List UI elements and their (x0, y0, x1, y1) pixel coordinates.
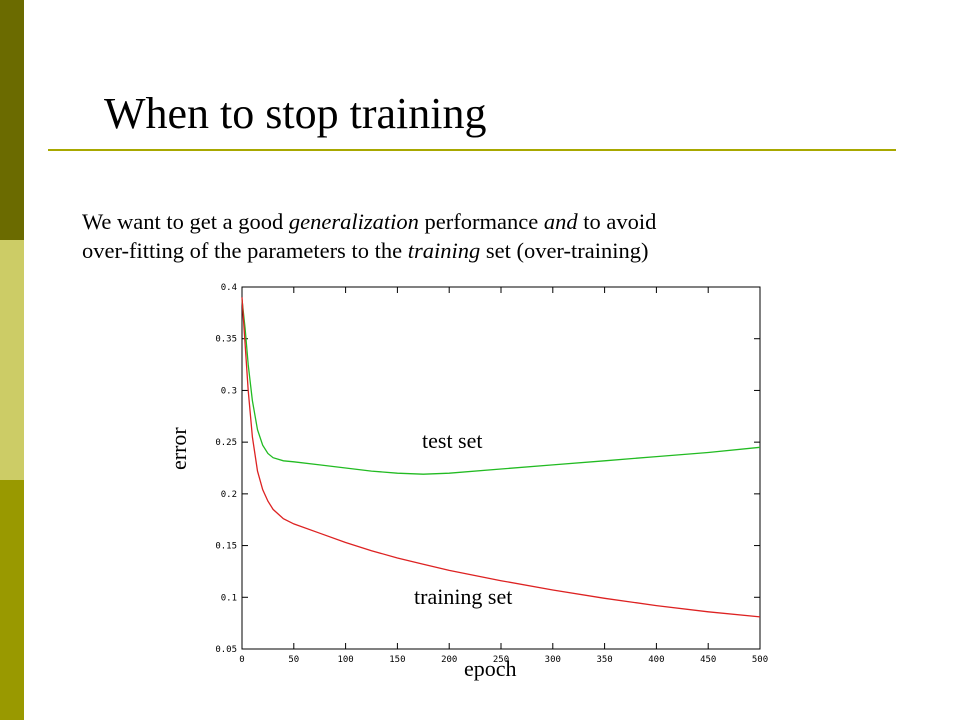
body-line2-run-1: training (407, 238, 481, 263)
accent-bar-middle (0, 240, 24, 480)
x-tick-label: 450 (700, 655, 716, 665)
x-tick-label: 300 (545, 655, 561, 665)
x-tick-label: 200 (441, 655, 457, 665)
x-tick-label: 0 (239, 655, 244, 665)
axis-ticks: 0 50 100 150 200 250 300 350 400 450 500 0.05 0.1 0.1… (215, 283, 768, 665)
slide-title: When to stop training (104, 89, 487, 138)
y-tick-label: 0.1 (221, 593, 237, 603)
y-tick-label: 0.05 (215, 645, 237, 655)
body-line2-run-2: set (over-training) (480, 238, 649, 263)
accent-bar-bottom (0, 480, 24, 720)
body-line1-run-2: performance (418, 209, 544, 234)
error-chart: 0 50 100 150 200 250 300 350 400 450 500 0.05 0.1 0.1… (215, 283, 768, 665)
series-label-training-set: training set (414, 584, 513, 609)
x-tick-label: 250 (493, 655, 509, 665)
body-line1-run-4: to avoid (577, 209, 657, 234)
y-tick-label: 0.35 (215, 335, 237, 345)
x-tick-label: 350 (596, 655, 612, 665)
body-line-1: We want to get a good generalization per… (82, 207, 656, 236)
y-tick-label: 0.15 (215, 542, 237, 552)
test-set-line (241, 299, 761, 475)
body-line-2: over-fitting of the parameters to the tr… (82, 236, 656, 265)
accent-bar-top (0, 0, 24, 240)
training-set-line (241, 297, 761, 618)
x-tick-label: 150 (389, 655, 405, 665)
body-line2-run-0: over-fitting of the parameters to the (82, 238, 408, 263)
title-divider (48, 149, 896, 151)
y-tick-label: 0.25 (215, 438, 237, 448)
x-axis-label: epoch (464, 656, 517, 681)
body-line1-run-1: generalization (288, 209, 419, 234)
series-label-test-set: test set (422, 428, 483, 453)
x-tick-label: 100 (337, 655, 353, 665)
x-tick-label: 50 (288, 655, 299, 665)
series-lines (241, 297, 761, 618)
y-tick-label: 0.4 (221, 283, 237, 293)
body-line1-run-3: and (543, 209, 578, 234)
y-tick-label: 0.2 (221, 490, 237, 500)
y-axis-label: error (166, 427, 191, 470)
x-tick-label: 400 (648, 655, 664, 665)
x-tick-label: 500 (752, 655, 768, 665)
body-line1-run-0: We want to get a good (82, 209, 289, 234)
slide-body: We want to get a good generalization per… (82, 207, 656, 265)
y-tick-label: 0.3 (221, 386, 237, 396)
